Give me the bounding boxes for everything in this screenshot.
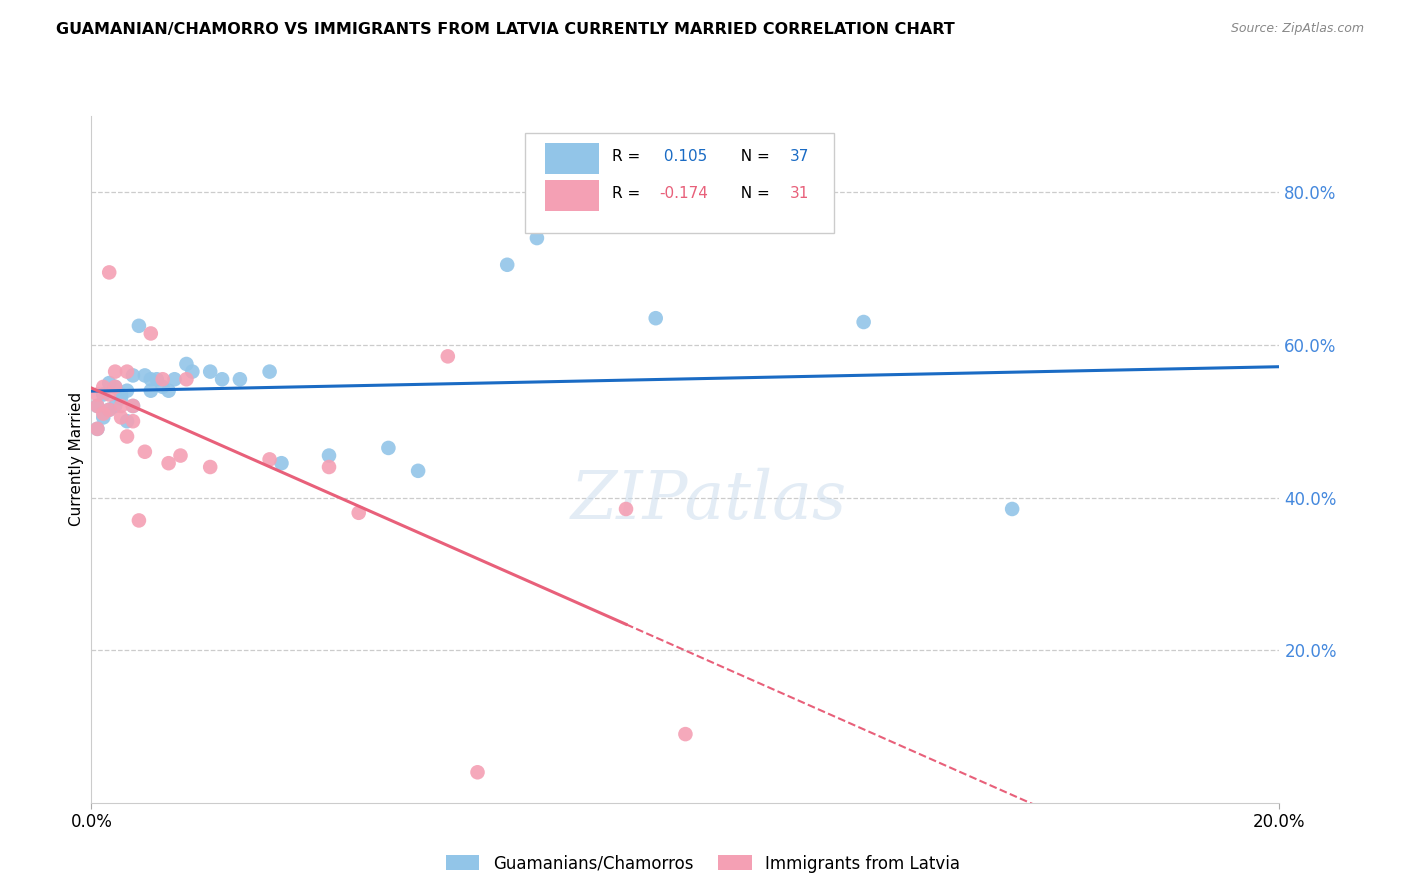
Point — [200, 460, 222, 475]
Point — [115, 384, 138, 398]
Text: R =: R = — [612, 186, 645, 201]
Point — [139, 326, 162, 341]
Text: Source: ZipAtlas.com: Source: ZipAtlas.com — [1230, 22, 1364, 36]
Point — [169, 449, 191, 463]
Point — [128, 318, 150, 333]
Point — [259, 452, 281, 467]
Point — [86, 387, 108, 401]
Point — [176, 357, 198, 371]
Point — [211, 372, 233, 386]
Point — [852, 315, 875, 329]
Text: GUAMANIAN/CHAMORRO VS IMMIGRANTS FROM LATVIA CURRENTLY MARRIED CORRELATION CHART: GUAMANIAN/CHAMORRO VS IMMIGRANTS FROM LA… — [56, 22, 955, 37]
Point — [139, 384, 162, 398]
Point — [128, 513, 150, 527]
Point — [104, 380, 127, 394]
Point — [110, 392, 132, 406]
Point — [104, 399, 127, 413]
Point — [377, 441, 399, 455]
Point — [110, 387, 132, 401]
Point — [104, 380, 127, 394]
Text: 31: 31 — [790, 186, 810, 201]
Point — [91, 387, 114, 401]
Point — [104, 365, 127, 379]
Point — [163, 372, 186, 386]
Point — [122, 399, 145, 413]
Point — [152, 372, 174, 386]
Point — [614, 502, 637, 516]
Point — [145, 372, 167, 386]
Point — [115, 414, 138, 428]
Point — [270, 456, 292, 470]
Point — [181, 365, 204, 379]
Point — [110, 410, 132, 425]
FancyBboxPatch shape — [546, 144, 599, 174]
Point — [436, 350, 458, 364]
Point — [406, 464, 429, 478]
Point — [86, 399, 108, 413]
Point — [122, 414, 145, 428]
Point — [1001, 502, 1024, 516]
Point — [176, 372, 198, 386]
Point — [152, 380, 174, 394]
Point — [86, 399, 108, 413]
Point — [86, 422, 108, 436]
Point — [157, 456, 180, 470]
Point — [229, 372, 252, 386]
Point — [91, 407, 114, 421]
Point — [318, 449, 340, 463]
Point — [644, 311, 666, 326]
Legend: Guamanians/Chamorros, Immigrants from Latvia: Guamanians/Chamorros, Immigrants from La… — [440, 848, 966, 880]
Text: 0.105: 0.105 — [659, 149, 707, 164]
Point — [259, 365, 281, 379]
Point — [98, 376, 121, 390]
Point — [91, 410, 114, 425]
Point — [98, 265, 121, 279]
Point — [673, 727, 696, 741]
Point — [467, 765, 489, 780]
Text: -0.174: -0.174 — [659, 186, 709, 201]
Text: N =: N = — [731, 186, 775, 201]
Point — [157, 384, 180, 398]
Point — [110, 399, 132, 413]
Y-axis label: Currently Married: Currently Married — [69, 392, 84, 526]
Point — [134, 368, 156, 383]
Point — [122, 368, 145, 383]
Point — [86, 422, 108, 436]
FancyBboxPatch shape — [524, 133, 834, 233]
Point — [139, 372, 162, 386]
Point — [91, 380, 114, 394]
Point — [200, 365, 222, 379]
Point — [496, 258, 519, 272]
Point — [526, 231, 548, 245]
Point — [134, 444, 156, 458]
Point — [347, 506, 370, 520]
FancyBboxPatch shape — [546, 180, 599, 211]
Point — [98, 402, 121, 417]
Point — [115, 365, 138, 379]
Text: 37: 37 — [790, 149, 810, 164]
Point — [122, 399, 145, 413]
Point — [318, 460, 340, 475]
Point — [115, 429, 138, 443]
Point — [98, 402, 121, 417]
Text: ZIPatlas: ZIPatlas — [571, 468, 848, 533]
Point — [98, 387, 121, 401]
Text: N =: N = — [731, 149, 775, 164]
Text: R =: R = — [612, 149, 645, 164]
